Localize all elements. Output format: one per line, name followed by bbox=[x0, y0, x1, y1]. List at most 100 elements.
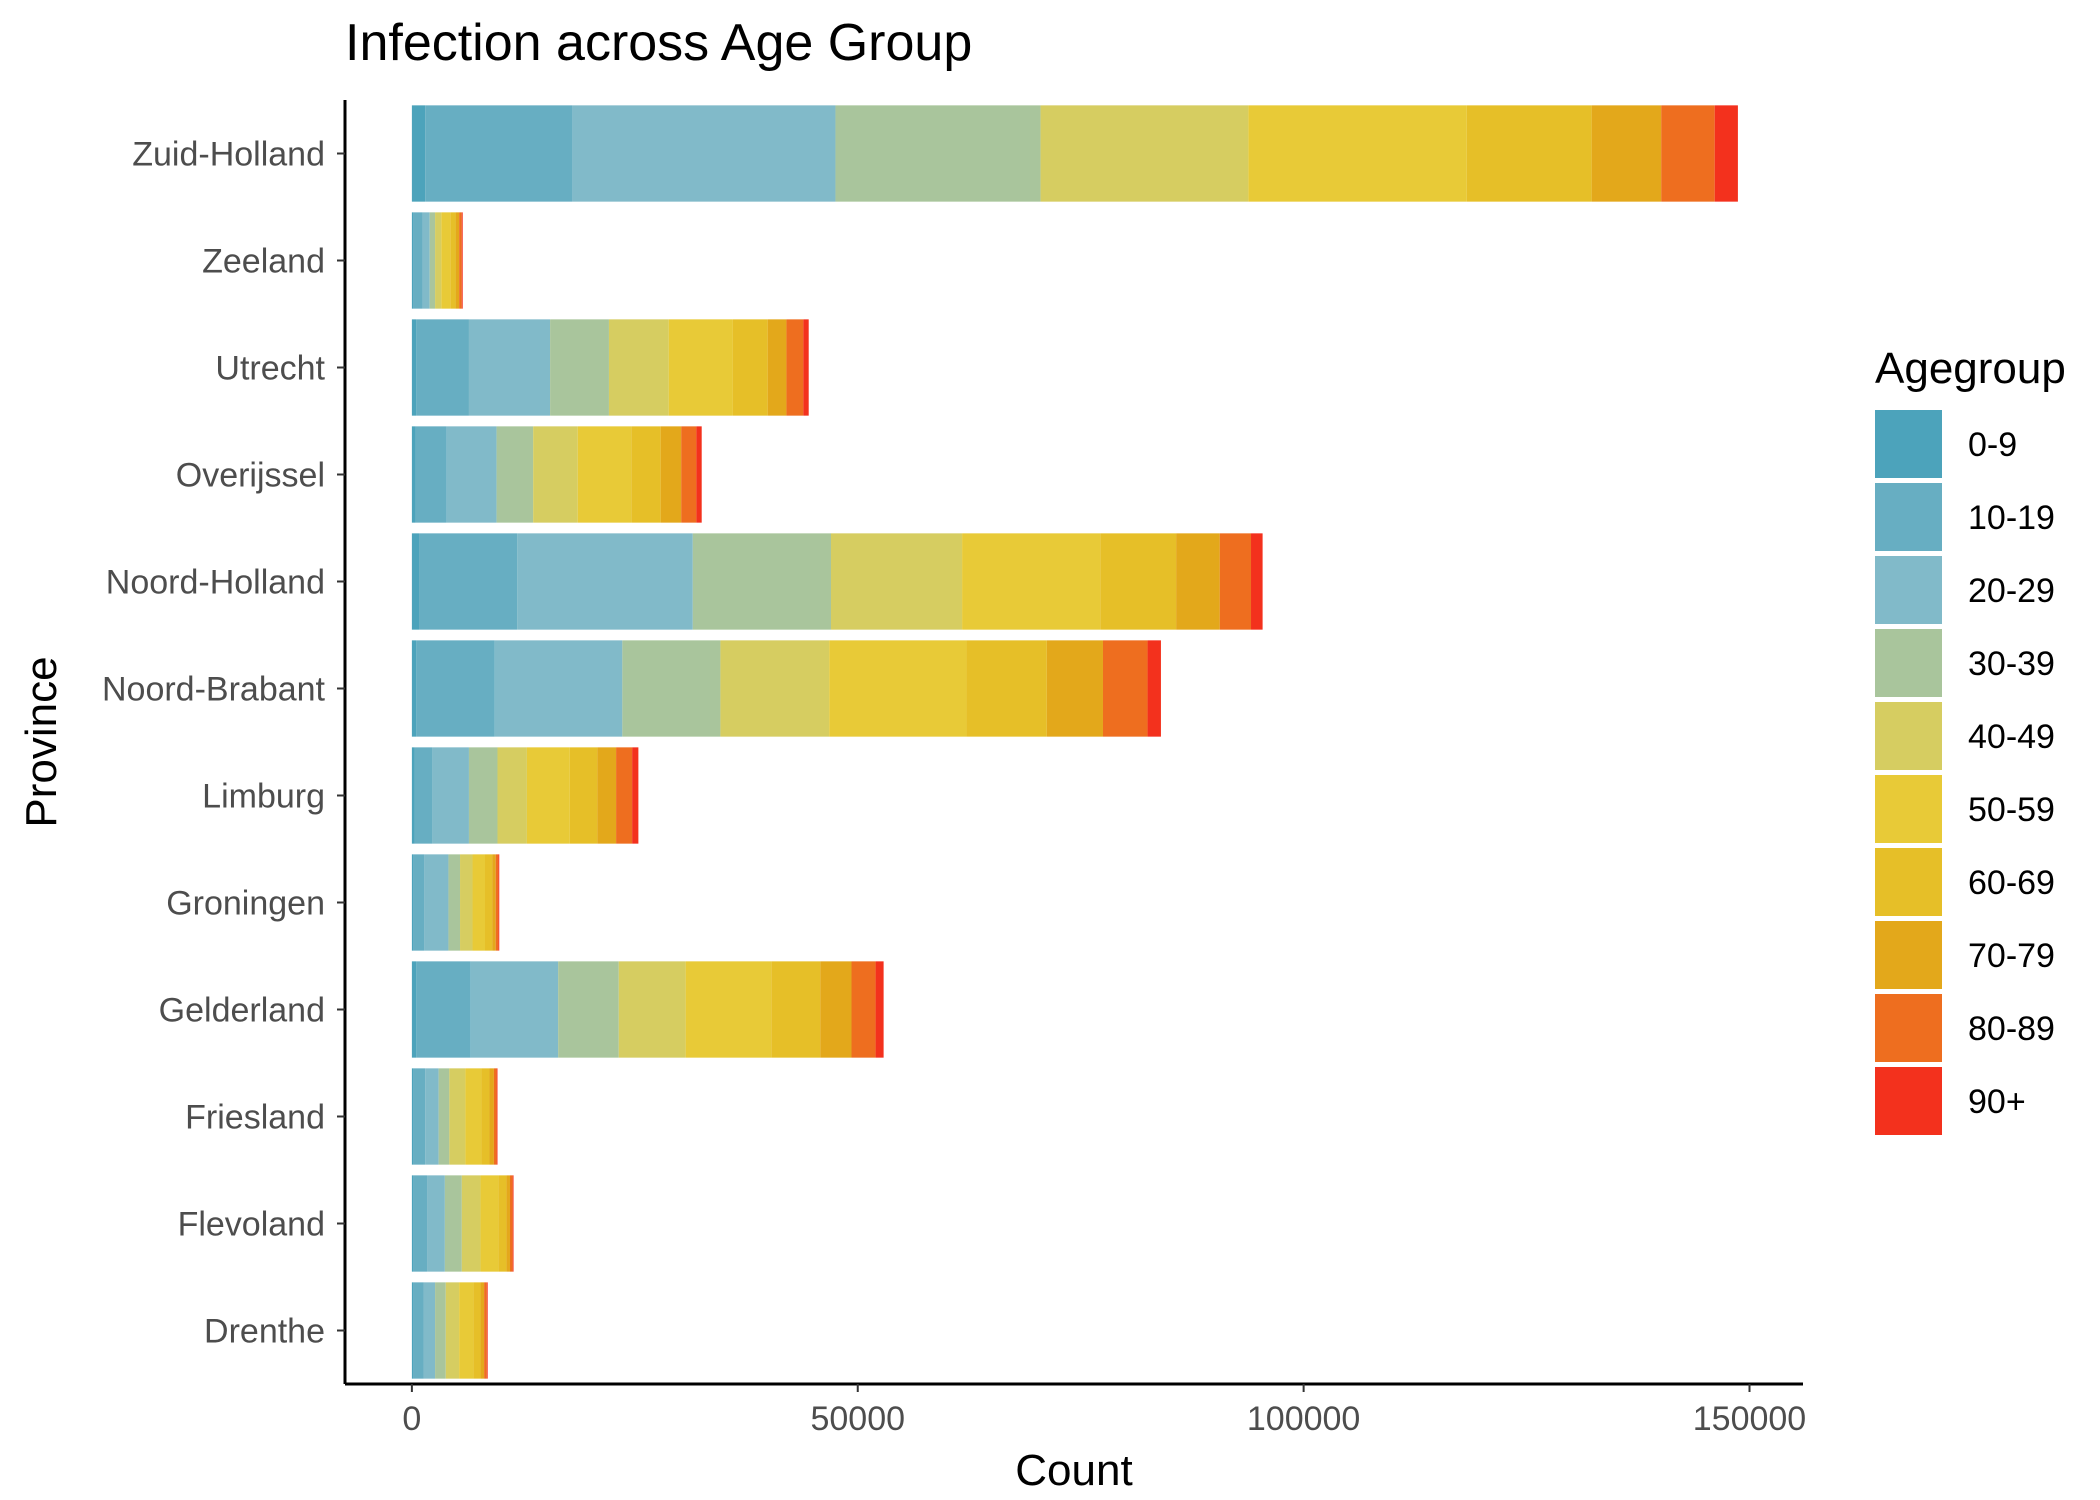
bar-segment-friesland-60-69 bbox=[481, 1068, 490, 1165]
bar-segment-zuid-holland-40-49 bbox=[1040, 105, 1249, 202]
bar-segment-limburg-10-19 bbox=[414, 747, 433, 844]
legend-label: 50-59 bbox=[1968, 791, 2055, 829]
bar-segment-noord-brabant-90plus bbox=[1147, 640, 1161, 737]
bar-segment-drenthe-80-89 bbox=[484, 1282, 487, 1379]
bar-segment-drenthe-40-49 bbox=[445, 1282, 460, 1379]
bar-segment-friesland-20-29 bbox=[425, 1068, 439, 1165]
bar-segment-noord-brabant-20-29 bbox=[494, 640, 623, 737]
bar-segment-drenthe-50-59 bbox=[459, 1282, 474, 1379]
bar-segment-overijssel-90plus bbox=[696, 426, 702, 523]
bar-segment-utrecht-60-69 bbox=[732, 319, 768, 416]
bar-segment-zuid-holland-60-69 bbox=[1466, 105, 1592, 202]
bar-segment-noord-holland-90plus bbox=[1251, 533, 1263, 630]
legend-key bbox=[1875, 1067, 1942, 1135]
bar-segment-friesland-70-79 bbox=[489, 1068, 494, 1165]
bar-segment-noord-brabant-10-19 bbox=[416, 640, 495, 737]
bar-segment-utrecht-0-9 bbox=[411, 319, 417, 416]
bar-segment-drenthe-10-19 bbox=[413, 1282, 424, 1379]
bar-segment-gelderland-10-19 bbox=[416, 961, 471, 1058]
x-axis-title: Count bbox=[1015, 1446, 1132, 1495]
bar-segment-drenthe-70-79 bbox=[480, 1282, 485, 1379]
legend-key bbox=[1875, 629, 1942, 697]
bar-segment-drenthe-20-29 bbox=[423, 1282, 436, 1379]
bar-segment-gelderland-0-9 bbox=[411, 961, 417, 1058]
bar-segment-utrecht-10-19 bbox=[416, 319, 469, 416]
legend-key bbox=[1875, 921, 1942, 989]
bar-segment-noord-holland-60-69 bbox=[1100, 533, 1177, 630]
bar-segment-zuid-holland-50-59 bbox=[1248, 105, 1467, 202]
bar-segment-flevoland-50-59 bbox=[480, 1175, 499, 1272]
bar-segment-noord-brabant-30-39 bbox=[622, 640, 721, 737]
bar-segment-flevoland-80-89 bbox=[509, 1175, 513, 1272]
bar-segment-friesland-0-9 bbox=[411, 1068, 414, 1165]
bar-segment-noord-brabant-60-69 bbox=[966, 640, 1047, 737]
y-tick-label: Zeeland bbox=[202, 243, 325, 281]
bar-segment-zeeland-0-9 bbox=[411, 212, 414, 309]
x-tick-label: 50000 bbox=[810, 1400, 905, 1438]
bar-segment-noord-holland-80-89 bbox=[1219, 533, 1252, 630]
bar-segment-zeeland-80-89 bbox=[459, 212, 462, 309]
bar-segment-drenthe-90plus bbox=[486, 1282, 488, 1379]
bar-segment-flevoland-10-19 bbox=[413, 1175, 428, 1272]
bar-segment-limburg-0-9 bbox=[411, 747, 415, 844]
x-tick-label: 150000 bbox=[1693, 1400, 1806, 1438]
bar-segment-utrecht-50-59 bbox=[668, 319, 733, 416]
bar-segment-utrecht-90plus bbox=[803, 319, 809, 416]
bar-segment-groningen-90plus bbox=[498, 854, 500, 951]
legend-label: 40-49 bbox=[1968, 718, 2055, 756]
bar-segment-zeeland-50-59 bbox=[441, 212, 451, 309]
legend-label: 0-9 bbox=[1968, 426, 2017, 464]
bar-segment-utrecht-40-49 bbox=[608, 319, 669, 416]
bar-segment-flevoland-30-39 bbox=[444, 1175, 462, 1272]
legend-key bbox=[1875, 775, 1942, 843]
x-axis-ticks: 0 50000 100000 150000 bbox=[402, 1384, 1806, 1438]
bar-segment-zuid-holland-90plus bbox=[1714, 105, 1738, 202]
bar-segment-overijssel-40-49 bbox=[533, 426, 578, 523]
bar-segment-friesland-30-39 bbox=[438, 1068, 450, 1165]
bar-segment-overijssel-60-69 bbox=[631, 426, 661, 523]
bar-segment-flevoland-40-49 bbox=[461, 1175, 481, 1272]
bar-segment-friesland-10-19 bbox=[413, 1068, 426, 1165]
bar-segment-overijssel-80-89 bbox=[681, 426, 697, 523]
legend: Agegroup 0-9 10-19 20-29 30-39 40-49 50-59 60-… bbox=[1875, 344, 2066, 1135]
bar-segment-utrecht-80-89 bbox=[786, 319, 804, 416]
bar-segment-gelderland-30-39 bbox=[558, 961, 619, 1058]
y-axis-ticks: Zuid-Holland Zeeland Utrecht Overijssel Noor… bbox=[102, 136, 345, 1351]
bar-segment-noord-holland-0-9 bbox=[411, 533, 420, 630]
bar-segment-zeeland-10-19 bbox=[413, 212, 423, 309]
x-tick-label: 100000 bbox=[1247, 1400, 1360, 1438]
bar-segment-overijssel-10-19 bbox=[415, 426, 447, 523]
bar-segment-groningen-60-69 bbox=[485, 854, 493, 951]
bar-segment-groningen-20-29 bbox=[424, 854, 449, 951]
bar-segment-overijssel-0-9 bbox=[411, 426, 416, 523]
bar-segment-friesland-90plus bbox=[496, 1068, 498, 1165]
legend-key bbox=[1875, 483, 1942, 551]
bar-segment-limburg-90plus bbox=[632, 747, 639, 844]
bar-segment-zeeland-30-39 bbox=[429, 212, 436, 309]
legend-label: 30-39 bbox=[1968, 645, 2055, 683]
y-tick-label: Noord-Brabant bbox=[102, 671, 326, 709]
bar-segment-friesland-80-89 bbox=[493, 1068, 497, 1165]
bar-segment-zeeland-60-69 bbox=[450, 212, 456, 309]
legend-label: 20-29 bbox=[1968, 572, 2055, 610]
bar-segment-gelderland-50-59 bbox=[685, 961, 772, 1058]
bar-segment-utrecht-20-29 bbox=[468, 319, 551, 416]
bar-segment-groningen-50-59 bbox=[472, 854, 486, 951]
bar-segment-noord-holland-10-19 bbox=[419, 533, 518, 630]
legend-label: 70-79 bbox=[1968, 937, 2055, 975]
bar-segment-overijssel-20-29 bbox=[446, 426, 497, 523]
y-tick-label: Friesland bbox=[185, 1099, 325, 1137]
bar-segment-drenthe-60-69 bbox=[473, 1282, 481, 1379]
bar-segment-flevoland-0-9 bbox=[411, 1175, 414, 1272]
bar-segment-limburg-20-29 bbox=[432, 747, 469, 844]
legend-key bbox=[1875, 994, 1942, 1062]
y-tick-label: Gelderland bbox=[159, 992, 325, 1030]
bar-segment-zuid-holland-0-9 bbox=[411, 105, 426, 202]
bar-segment-limburg-60-69 bbox=[569, 747, 598, 844]
bar-segment-drenthe-30-39 bbox=[435, 1282, 446, 1379]
bar-segment-friesland-40-49 bbox=[449, 1068, 466, 1165]
legend-key bbox=[1875, 556, 1942, 624]
x-tick-label: 0 bbox=[402, 1400, 421, 1438]
bar-segment-noord-brabant-70-79 bbox=[1046, 640, 1103, 737]
bar-segment-groningen-70-79 bbox=[492, 854, 496, 951]
